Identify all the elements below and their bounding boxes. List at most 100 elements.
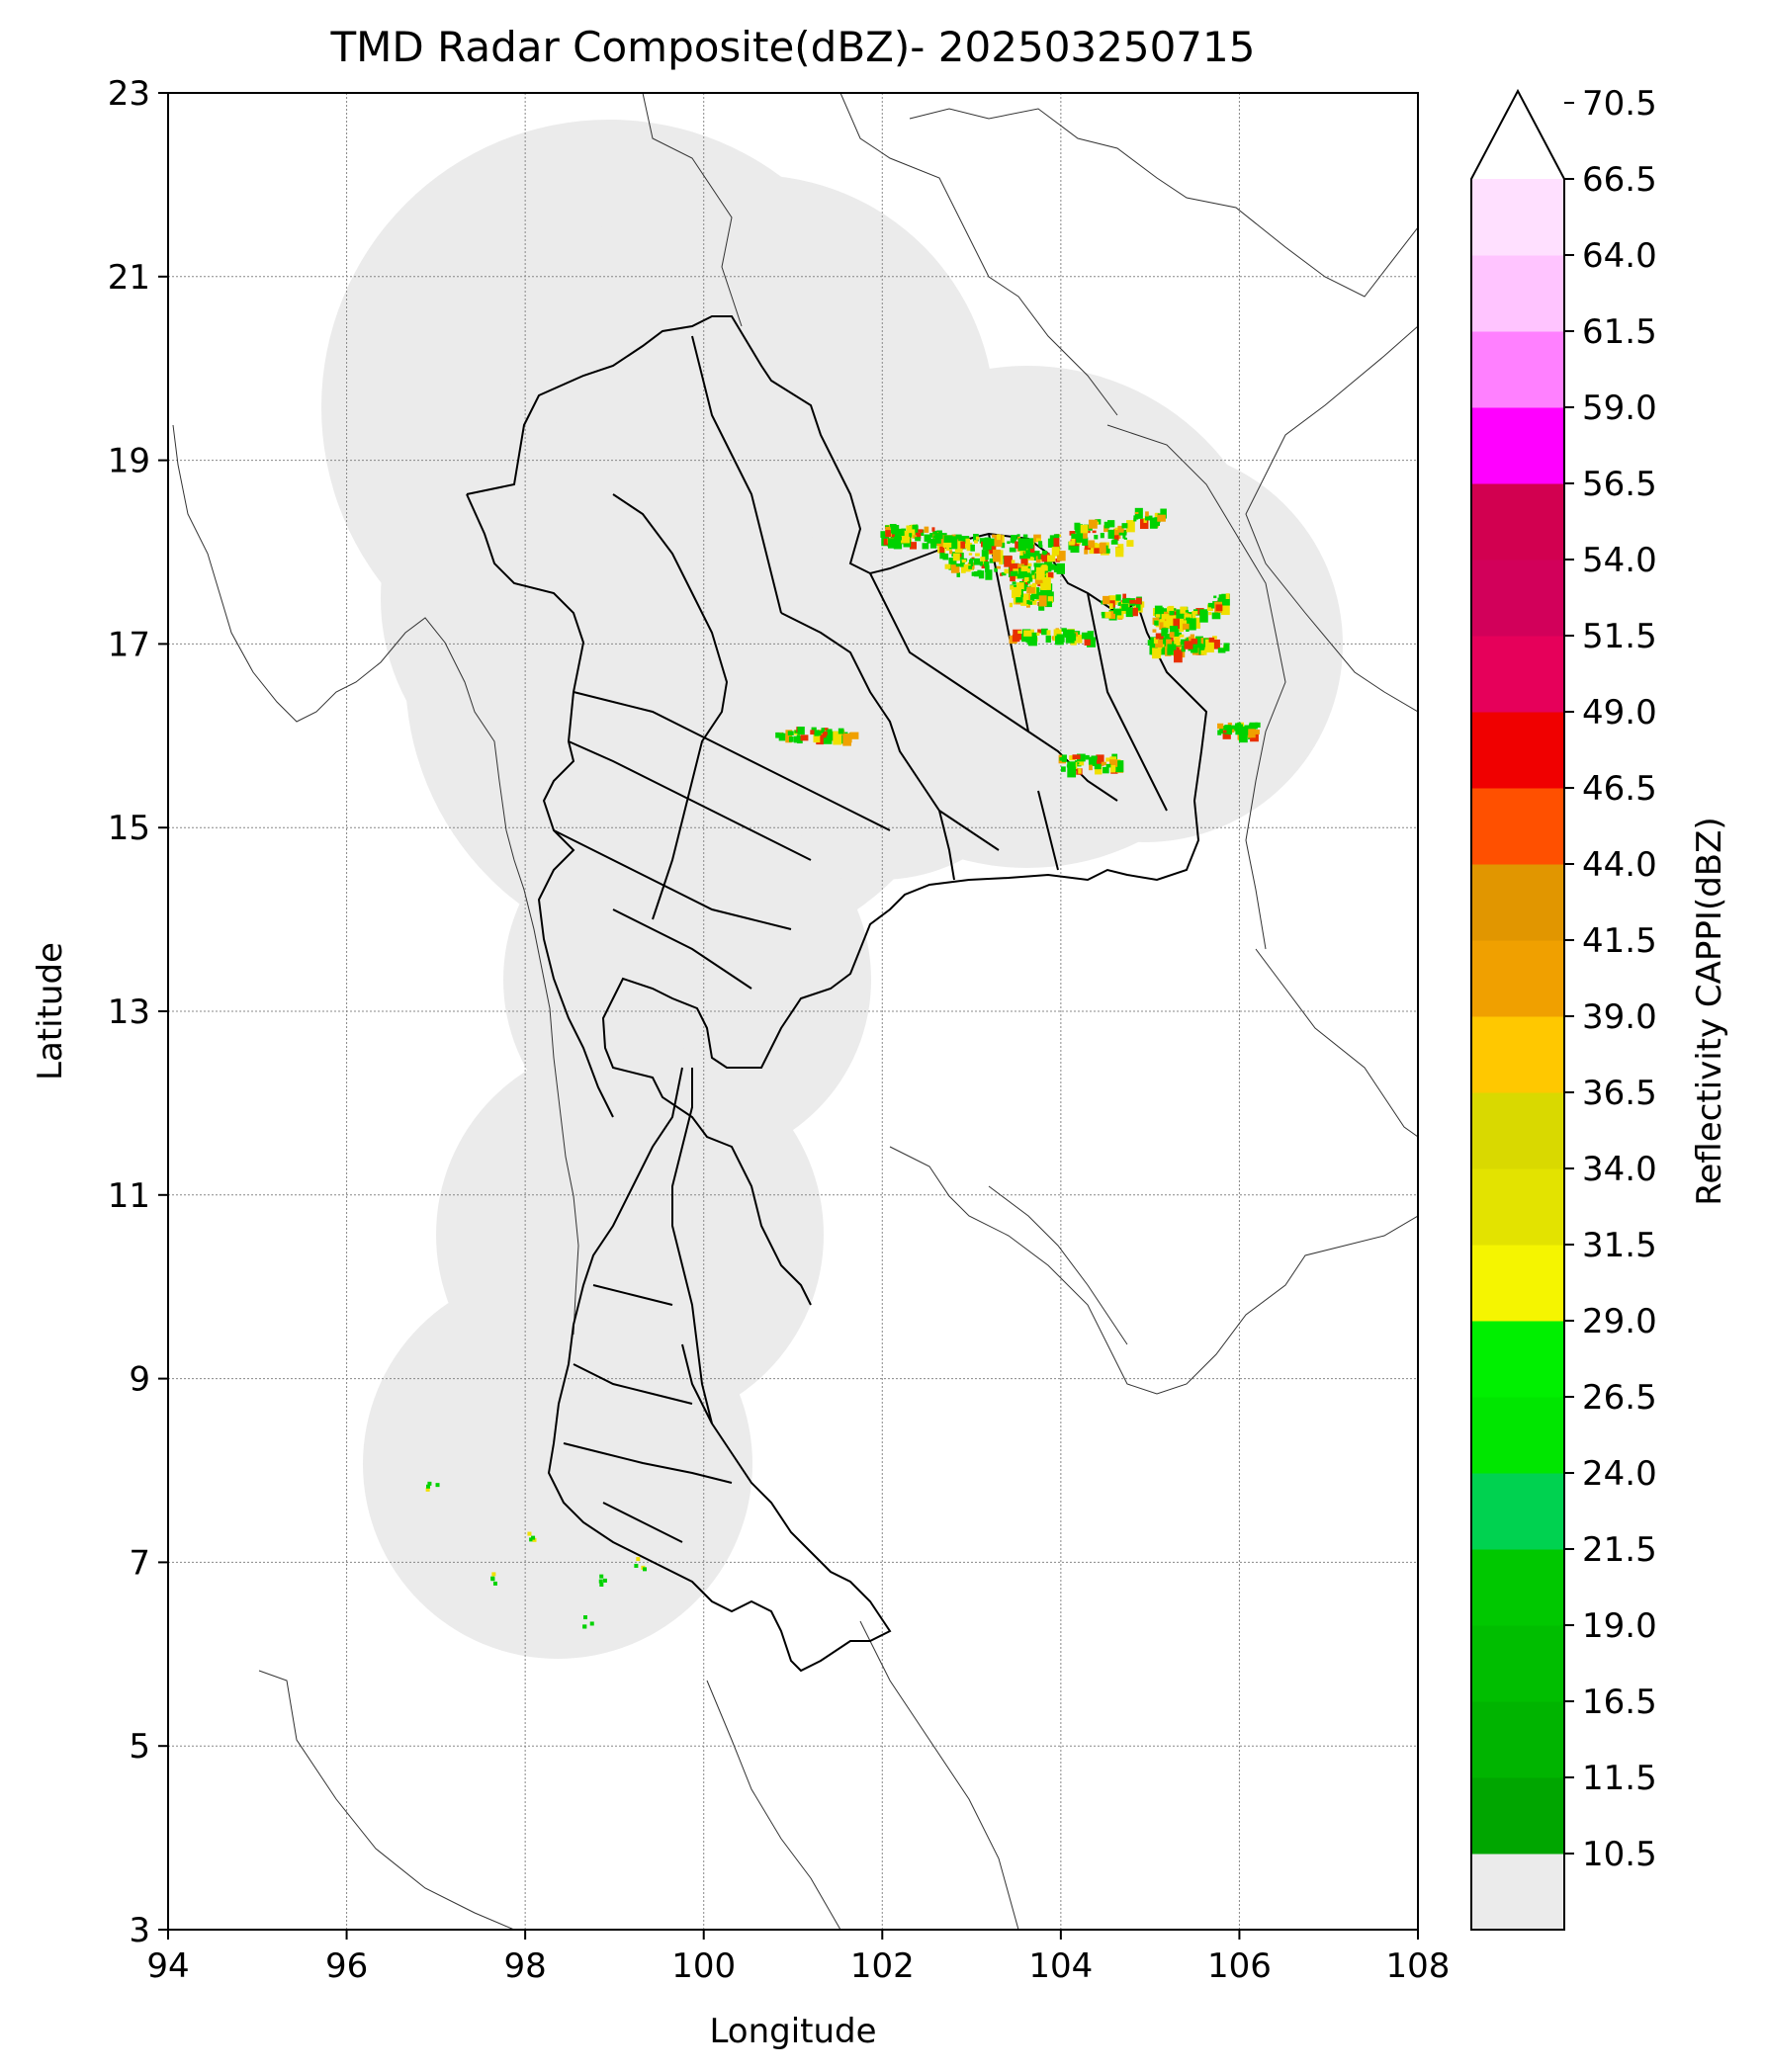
echo-pixel <box>1099 542 1106 554</box>
echo-pixel <box>934 532 943 542</box>
echo-pixel <box>1044 601 1053 608</box>
echo-pixel <box>1173 618 1180 630</box>
echo-pixel <box>1145 511 1149 517</box>
colorbar-segment <box>1471 179 1564 256</box>
echo-pixel <box>1235 727 1243 735</box>
echo-pixel <box>939 546 945 554</box>
echo-pixel <box>1009 547 1016 553</box>
y-tick-label: 3 <box>129 1911 150 1950</box>
echo-pixel <box>800 734 809 741</box>
colorbar-tick-label: 36.5 <box>1582 1074 1657 1113</box>
echo-pixel <box>960 566 966 573</box>
echo-pixel <box>425 1487 430 1492</box>
echo-pixel <box>1107 529 1114 539</box>
colorbar: 10.5 11.5 16.5 19.0 21.5 24.0 26.5 29.0 31.5 34.0… <box>1470 84 1657 1931</box>
echo-pixel <box>1206 604 1214 612</box>
border-laos-china <box>642 93 743 327</box>
coastline-cambodia <box>988 1185 1128 1345</box>
echo-pixel <box>1094 548 1103 554</box>
echo-pixel <box>1046 565 1051 569</box>
echo-pixel <box>948 558 957 570</box>
echo-pixel <box>931 527 935 532</box>
echo-pixel <box>1015 597 1023 603</box>
echo-pixel <box>490 1577 495 1582</box>
echo-pixel <box>974 540 978 544</box>
echo-pixel <box>599 1582 604 1587</box>
echo-pixel <box>634 1563 639 1568</box>
province-border <box>612 493 729 920</box>
colorbar-segment <box>1471 864 1564 941</box>
echo-pixel <box>1208 611 1212 616</box>
echo-pixel <box>880 531 887 538</box>
echo-pixel <box>827 729 833 733</box>
echo-pixel <box>893 536 903 550</box>
province-border <box>553 829 792 930</box>
echo-pixel <box>1022 587 1027 591</box>
echo-pixel <box>1134 507 1143 519</box>
echo-pixel <box>1108 595 1117 605</box>
echo-pixel <box>838 728 844 734</box>
echo-pixel <box>1105 757 1110 762</box>
echo-pixel <box>978 570 985 579</box>
coastline-sumatra <box>258 1670 515 1930</box>
echo-pixel <box>1061 754 1067 762</box>
colorbar-segment <box>1471 1473 1564 1550</box>
colorbar-segment <box>1471 1549 1564 1626</box>
echo-pixel <box>1022 584 1028 590</box>
echo-pixel <box>1167 644 1177 650</box>
echo-pixel <box>1162 628 1169 634</box>
echo-pixel <box>909 542 917 550</box>
echo-pixel <box>1080 524 1089 534</box>
echo-pixel <box>1040 555 1047 560</box>
colorbar-tick-label: 21.5 <box>1582 1530 1657 1570</box>
echo-pixel <box>961 559 967 563</box>
thailand-west-border <box>466 493 614 1118</box>
echo-pixel <box>996 565 1001 569</box>
echo-pixel <box>1033 562 1037 567</box>
border-china-vietnam <box>839 93 1118 416</box>
echo-pixel <box>935 540 942 544</box>
province-border <box>691 335 782 614</box>
colorbar-segment <box>1471 1168 1564 1246</box>
echo-pixel <box>1191 643 1198 653</box>
echo-pixel <box>842 733 851 746</box>
echo-pixel <box>1117 525 1124 533</box>
echo-pixel <box>1219 726 1228 734</box>
colorbar-segment <box>1471 1625 1564 1702</box>
echo-pixel <box>968 559 974 566</box>
echo-pixel <box>1022 551 1031 559</box>
colorbar-tick-label: 49.0 <box>1582 693 1657 733</box>
echo-pixel <box>527 1531 532 1536</box>
echo-pixel <box>1026 581 1031 584</box>
echo-pixel <box>532 1537 537 1542</box>
echo-pixel <box>1036 579 1043 585</box>
echo-pixel <box>1096 754 1104 766</box>
echo-pixel <box>929 533 935 538</box>
echo-pixel <box>1109 759 1118 767</box>
echo-pixel <box>1212 636 1217 640</box>
echo-pixel <box>1174 636 1181 647</box>
echo-pixel <box>1072 754 1081 760</box>
echo-pixel <box>1020 565 1028 572</box>
echo-pixel <box>1036 632 1040 636</box>
y-tick-label: 21 <box>108 258 150 298</box>
echo-pixel <box>643 1567 648 1572</box>
echo-pixel <box>1182 623 1190 631</box>
echo-pixel <box>1016 582 1024 590</box>
echo-pixel <box>1178 632 1182 636</box>
y-tick-label: 17 <box>108 625 150 664</box>
echo-pixel <box>1113 528 1121 539</box>
echo-pixel <box>913 535 918 540</box>
echo-pixel <box>1041 551 1048 555</box>
echo-pixel <box>1075 635 1079 639</box>
echo-pixel <box>1029 552 1036 558</box>
echo-pixel <box>994 534 1003 548</box>
echo-pixel <box>823 731 828 736</box>
echo-pixel <box>1051 547 1060 556</box>
echo-pixel <box>1038 541 1043 547</box>
echo-pixel <box>1224 725 1232 734</box>
y-tick-label: 7 <box>129 1543 150 1583</box>
x-axis-ticks: 94 96 98 100 102 104 106 108 <box>146 1930 1450 1986</box>
province-border <box>573 1363 693 1405</box>
echo-pixel <box>1199 647 1204 649</box>
